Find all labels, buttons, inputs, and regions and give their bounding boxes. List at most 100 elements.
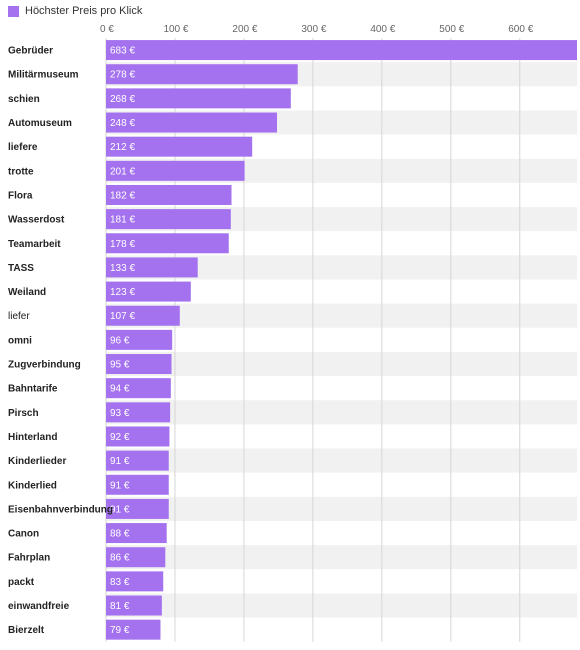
bar-value-label: 181 € <box>110 215 135 226</box>
bar-value-label: 91 € <box>110 504 130 515</box>
category-label: Kinderlied <box>8 480 57 491</box>
bar <box>106 523 167 544</box>
category-label: TASS <box>8 263 34 274</box>
bar-value-label: 133 € <box>110 263 135 274</box>
row-band <box>106 617 577 642</box>
category-label: einwandfreie <box>8 601 70 612</box>
row-band <box>106 303 577 328</box>
category-label: liefere <box>8 142 38 153</box>
category-label: packt <box>8 577 35 588</box>
bar <box>106 402 171 423</box>
bar <box>106 209 231 230</box>
bar-value-label: 79 € <box>110 625 130 636</box>
row-band <box>106 424 577 449</box>
x-tick-label: 100 € <box>163 24 188 35</box>
x-tick-label: 200 € <box>232 24 257 35</box>
category-label: Zugverbindung <box>8 360 81 371</box>
bar-value-label: 278 € <box>110 70 135 81</box>
bar-value-label: 83 € <box>110 577 130 588</box>
bar <box>106 305 180 326</box>
category-label: Automuseum <box>8 118 72 129</box>
bar <box>106 40 577 61</box>
bar-value-label: 93 € <box>110 408 130 419</box>
bar <box>106 571 164 592</box>
category-label: Bahntarife <box>8 384 58 395</box>
bar <box>106 450 169 471</box>
bar <box>106 184 232 205</box>
x-tick-label: 400 € <box>370 24 395 35</box>
bar-value-label: 91 € <box>110 456 130 467</box>
bar <box>106 619 161 640</box>
row-band <box>106 472 577 497</box>
bar <box>106 160 245 181</box>
bar-value-label: 91 € <box>110 480 130 491</box>
bar-value-label: 88 € <box>110 529 130 540</box>
category-label: trotte <box>8 166 34 177</box>
bar-value-label: 201 € <box>110 166 135 177</box>
bar <box>106 498 169 519</box>
category-label: liefer <box>8 311 30 322</box>
category-label: Kinderlieder <box>8 456 66 467</box>
bar <box>106 88 291 109</box>
category-label: Hinterland <box>8 432 57 443</box>
category-label: Eisenbahnverbindung <box>8 504 113 515</box>
row-band <box>106 448 577 473</box>
bar-value-label: 96 € <box>110 335 130 346</box>
category-label: Fahrplan <box>8 553 50 564</box>
row-band <box>106 351 577 377</box>
bar <box>106 233 229 254</box>
category-label: Weiland <box>8 287 46 298</box>
bar <box>106 378 171 399</box>
category-label: Pirsch <box>8 408 39 419</box>
chart-legend: Höchster Preis pro Klick <box>8 5 142 17</box>
legend-label: Höchster Preis pro Klick <box>25 5 143 17</box>
bar <box>106 257 198 278</box>
bar <box>106 329 173 350</box>
bar-value-label: 92 € <box>110 432 130 443</box>
x-tick-label: 300 € <box>301 24 326 35</box>
category-label: Flora <box>8 190 33 201</box>
row-band <box>106 496 577 521</box>
category-label: Gebrüder <box>8 46 53 57</box>
row-band <box>106 593 577 618</box>
bar <box>106 547 166 568</box>
x-tick-label: 600 € <box>508 24 533 35</box>
row-band <box>106 521 577 546</box>
bar-value-label: 86 € <box>110 553 130 564</box>
bar-value-label: 182 € <box>110 190 135 201</box>
bar-value-label: 94 € <box>110 384 130 395</box>
category-label: Wasserdost <box>8 215 65 226</box>
bar-value-label: 123 € <box>110 287 135 298</box>
row-band <box>106 327 577 352</box>
bar-value-label: 248 € <box>110 118 135 129</box>
bar-value-label: 683 € <box>110 46 135 57</box>
bar <box>106 64 298 85</box>
bar-value-label: 178 € <box>110 239 135 250</box>
category-label: Canon <box>8 529 39 540</box>
x-tick-label: 0 € <box>100 24 114 35</box>
bar <box>106 595 162 616</box>
legend-swatch <box>8 5 19 17</box>
category-label: Militärmuseum <box>8 70 79 81</box>
bar <box>106 426 170 447</box>
bar-value-label: 212 € <box>110 142 135 153</box>
row-band <box>106 400 577 425</box>
bar-value-label: 81 € <box>110 601 130 612</box>
bar-value-label: 268 € <box>110 94 135 105</box>
bar <box>106 281 191 302</box>
bar-value-label: 95 € <box>110 360 130 371</box>
bar <box>106 474 169 495</box>
row-band <box>106 569 577 594</box>
row-band <box>106 545 577 570</box>
x-tick-label: 500 € <box>439 24 464 35</box>
category-label: Bierzelt <box>8 625 45 636</box>
category-label: omni <box>8 335 32 346</box>
bar-value-label: 107 € <box>110 311 135 322</box>
category-label: Teamarbeit <box>8 239 61 250</box>
bar <box>106 112 278 133</box>
row-band <box>106 376 577 401</box>
category-label: schien <box>8 94 40 105</box>
bar <box>106 136 253 157</box>
bar <box>106 354 172 375</box>
